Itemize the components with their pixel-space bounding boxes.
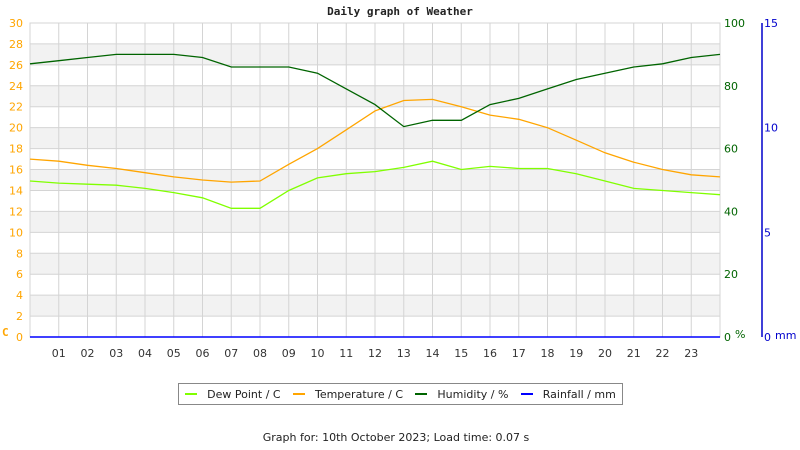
x-axis-tick: 16	[483, 347, 497, 360]
x-axis-tick: 23	[684, 347, 698, 360]
humidity-axis-unit: %	[735, 328, 745, 341]
legend-item-rainfall: Rainfall / mm	[520, 387, 616, 401]
left-axis-tick: 20	[9, 122, 23, 135]
legend-label: Dew Point / C	[207, 387, 281, 401]
left-axis-tick: 14	[9, 184, 23, 197]
rainfall-swatch	[520, 393, 533, 395]
chart-title: Daily graph of Weather	[327, 5, 473, 18]
legend-label: Rainfall / mm	[542, 387, 616, 401]
humidity-axis-tick: 40	[724, 205, 738, 218]
x-axis-tick: 21	[627, 347, 641, 360]
left-axis-tick: 26	[9, 59, 23, 72]
x-axis-tick: 06	[196, 347, 210, 360]
x-axis-tick: 14	[426, 347, 440, 360]
rain-axis-tick: 15	[764, 17, 778, 30]
rain-axis-tick: 0	[764, 331, 771, 344]
x-axis-tick: 22	[656, 347, 670, 360]
legend-item-temperature: Temperature / C	[292, 387, 404, 401]
humidity-axis-tick: 20	[724, 268, 738, 281]
x-axis-tick: 12	[368, 347, 382, 360]
rain-axis-unit: mm	[775, 329, 796, 342]
x-axis-tick: 02	[81, 347, 95, 360]
left-axis-tick: 0	[16, 331, 23, 344]
rain-axis-tick: 10	[764, 122, 778, 135]
x-axis-tick: 09	[282, 347, 296, 360]
humidity-axis-tick: 60	[724, 143, 738, 156]
x-axis-tick: 19	[569, 347, 583, 360]
legend: Dew Point / C Temperature / C Humidity /…	[178, 383, 623, 405]
x-axis-tick: 13	[397, 347, 411, 360]
left-axis-tick: 16	[9, 164, 23, 177]
x-axis-tick: 17	[512, 347, 526, 360]
left-axis-tick: 22	[9, 101, 23, 114]
x-axis-tick: 18	[541, 347, 555, 360]
left-axis-unit: C	[2, 326, 9, 339]
left-axis-tick: 24	[9, 80, 23, 93]
footer-info: Graph for: 10th October 2023; Load time:…	[262, 431, 530, 444]
left-axis-tick: 10	[9, 226, 23, 239]
x-axis-tick: 07	[224, 347, 238, 360]
x-axis-tick: 03	[109, 347, 123, 360]
legend-label: Temperature / C	[314, 387, 404, 401]
left-axis-tick: 18	[9, 143, 23, 156]
x-axis-tick: 11	[339, 347, 353, 360]
humidity-axis-tick: 80	[724, 80, 738, 93]
x-axis-tick: 04	[138, 347, 152, 360]
temperature-swatch	[292, 393, 305, 395]
legend-item-humidity: Humidity / %	[415, 388, 508, 401]
left-axis-tick: 28	[9, 38, 23, 51]
temperature-line	[29, 98, 721, 183]
humidity-swatch	[415, 393, 428, 395]
left-axis-tick: 8	[16, 247, 23, 260]
left-axis-tick: 4	[16, 289, 23, 302]
dew-point-line	[29, 160, 721, 209]
left-axis-tick: 2	[16, 310, 23, 323]
x-axis-tick: 20	[598, 347, 612, 360]
humidity-axis-tick: 0	[724, 331, 731, 344]
x-axis-tick: 05	[167, 347, 181, 360]
x-axis-tick: 01	[52, 347, 66, 360]
humidity-axis-tick: 100	[724, 17, 745, 30]
humidity-line	[29, 53, 721, 128]
x-axis-tick: 10	[311, 347, 325, 360]
legend-item-dew-point: Dew Point / C	[185, 387, 281, 401]
left-axis-tick: 6	[16, 268, 23, 281]
left-axis-tick: 12	[9, 205, 23, 218]
x-axis-tick: 08	[253, 347, 267, 360]
dew-point-swatch	[185, 393, 198, 395]
x-axis-tick: 15	[454, 347, 468, 360]
rain-axis-tick: 5	[764, 226, 771, 239]
legend-label: Humidity / %	[437, 387, 509, 401]
left-axis-tick: 30	[9, 17, 23, 30]
